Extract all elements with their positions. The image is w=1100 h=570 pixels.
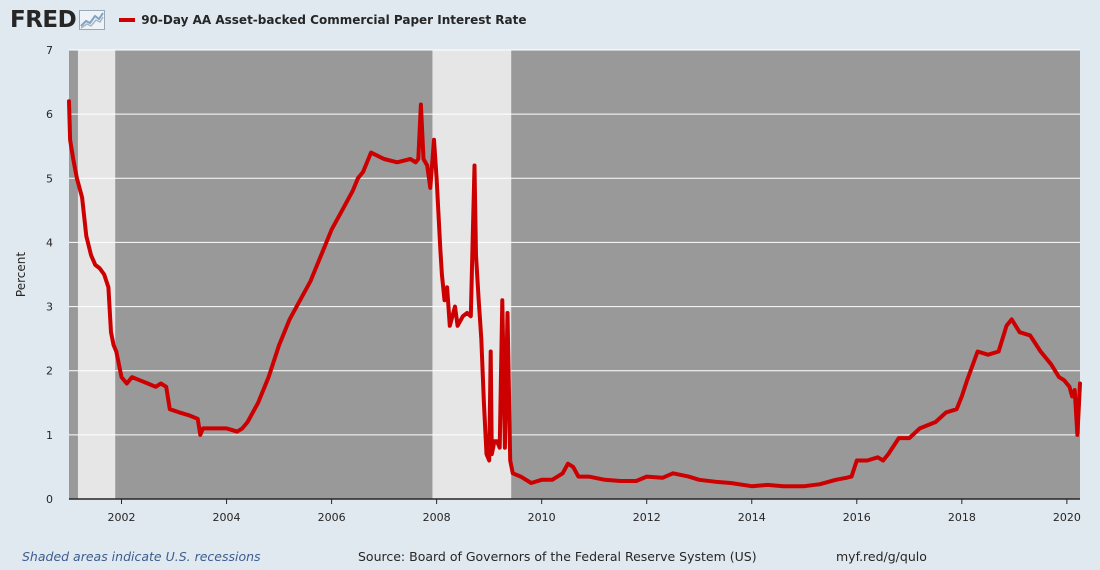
y-tick-label-2: 2 (46, 365, 53, 378)
series-line-1 (67, 99, 1082, 489)
x-tick-label-2002: 2002 (108, 511, 136, 524)
x-tick-label-2016: 2016 (843, 511, 871, 524)
x-tick-label-2018: 2018 (948, 511, 976, 524)
recession-band-1 (77, 50, 116, 499)
x-tick-label-2008: 2008 (423, 511, 451, 524)
legend-label[interactable]: 90-Day AA Asset-backed Commercial Paper … (141, 13, 527, 27)
y-tick-label-5: 5 (46, 172, 53, 185)
recession-note: Shaded areas indicate U.S. recessions (22, 549, 261, 564)
recession-shading-group (77, 50, 512, 499)
series-group (67, 99, 1082, 489)
x-tick-label-2012: 2012 (633, 511, 661, 524)
legend-swatch (119, 18, 136, 22)
gridlines (69, 49, 1080, 436)
y-tick-label-0: 0 (46, 493, 53, 506)
plot-area (69, 50, 1080, 499)
source-text: Source: Board of Governors of the Federa… (358, 549, 757, 564)
x-tick-label-2014: 2014 (738, 511, 766, 524)
y-axis-ticks: 0 1 2 3 4 5 6 7 (46, 44, 53, 506)
x-tick-label-2004: 2004 (213, 511, 241, 524)
y-tick-label-4: 4 (46, 236, 53, 249)
x-tick-label-2010: 2010 (528, 511, 556, 524)
y-tick-label-3: 3 (46, 301, 53, 314)
y-tick-label-6: 6 (46, 108, 53, 121)
y-tick-label-1: 1 (46, 429, 53, 442)
short-link[interactable]: myf.red/g/qulo (836, 549, 927, 564)
x-tick-label-2006: 2006 (318, 511, 346, 524)
x-tick-label-2020: 2020 (1053, 511, 1081, 524)
y-tick-label-7: 7 (46, 44, 53, 57)
fred-graph-icon (79, 10, 106, 30)
x-axis-ticks: 2002 2004 2006 2008 2010 2012 2014 2016 2018 2020 (108, 499, 1081, 524)
y-axis-label: Percent (14, 252, 28, 297)
fred-logo[interactable]: FRED (10, 7, 77, 33)
chart-header: FRED 90-Day AA Asset-backed Commercial P… (10, 6, 526, 34)
